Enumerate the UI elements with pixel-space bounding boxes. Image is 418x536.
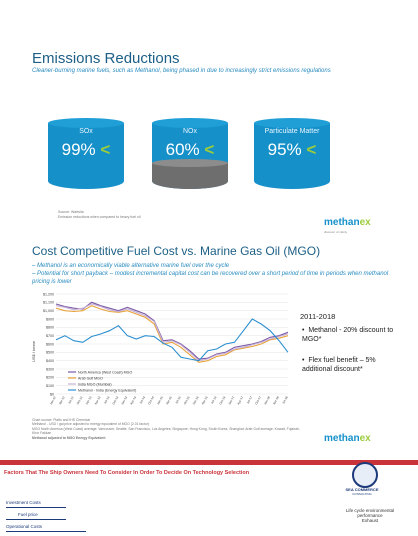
x-tick-label: Apr-15 [165, 395, 173, 405]
methanex-logo-2: methanex [324, 433, 371, 444]
sox-label: SOx [79, 128, 93, 135]
banner-bar [0, 460, 418, 465]
slide2-bullets: – Methanol is an economically viable alt… [32, 263, 389, 285]
y-tick-label: $100 [46, 384, 54, 388]
pm-label: Particulate Matter [264, 128, 320, 135]
pm-value: 95% < [267, 140, 317, 159]
x-tick-label: Jul-16 [210, 395, 218, 404]
x-tick-label: Apr-13 [94, 395, 102, 405]
legend-entry: Arab Gulf MGO [78, 376, 103, 380]
y-tick-label: $900 [46, 317, 54, 321]
pm-cylinder: Particulate Matter 95% < [254, 118, 330, 194]
slide2-footer: Chart source: Platts and IHS Chemical Me… [32, 418, 300, 440]
y-tick-label: $800 [46, 326, 54, 330]
side-bullet-2: • Flex fuel benefit – 5% additional disc… [302, 357, 376, 373]
lifecycle-label: Life cycle environmental performance Exh… [345, 508, 395, 523]
x-tick-label: Jul-12 [67, 395, 75, 404]
y-axis-label: US$ / tonne [31, 340, 36, 362]
sox-cylinder: SOx 99% < [48, 118, 124, 194]
series-line [55, 318, 289, 362]
x-tick-label: Jan-17 [227, 395, 235, 405]
methanex-logo: methanex discover of clarity [324, 217, 371, 234]
x-tick-label: Oct-16 [218, 395, 226, 405]
sea-commerce-logo-icon [352, 462, 378, 488]
legend-entry: North America (West Coast) MGO [78, 370, 132, 374]
slide1-subtitle: Cleaner-burning marine fuels, such as Me… [32, 68, 331, 74]
cost-fuel: Fuel price [18, 512, 38, 517]
slide2-title: Cost Competitive Fuel Cost vs. Marine Ga… [32, 244, 321, 258]
y-tick-label: $1,000 [43, 309, 54, 313]
period-title: 2011-2018 [300, 312, 336, 321]
chevron-left-icon: < [100, 140, 111, 159]
x-tick-label: Jan-18 [263, 395, 271, 405]
nox-cylinder: NOx 60% < [152, 118, 228, 194]
y-tick-label: $600 [46, 342, 54, 346]
x-tick-label: Jul-13 [103, 395, 111, 404]
cost-operational: Operational Costs [6, 524, 43, 529]
fuel-cost-chart: $0 $100 $200 $300 $400 $500 $600 $700 $800 $900 $1… [31, 292, 289, 405]
x-tick-label: Apr-12 [58, 395, 66, 405]
legend-entry: Methanol - India (Energy Equivalent) [78, 388, 136, 392]
x-tick-label: Oct-13 [111, 395, 119, 405]
x-tick-label: Jan-15 [156, 395, 164, 405]
cost-investment: Investment Costs [6, 500, 41, 505]
y-tick-label: $1,100 [43, 301, 54, 305]
slide1-source: Source: Wartsila Emission reductions whe… [58, 210, 141, 219]
slide1-title: Emissions Reductions [32, 50, 180, 67]
nox-label: NOx [183, 128, 197, 135]
y-tick-label: $400 [46, 359, 54, 363]
series-line [55, 301, 289, 360]
x-tick-label: Apr-16 [201, 395, 209, 405]
nox-value: 60% < [165, 140, 215, 159]
series-line [55, 305, 289, 363]
chevron-left-icon: < [306, 140, 317, 159]
x-tick-label: Jan-12 [49, 395, 57, 405]
x-tick-label: Apr-14 [129, 395, 137, 405]
x-tick-label: Apr-18 [272, 395, 280, 405]
x-tick-label: Jan-16 [192, 395, 200, 405]
y-tick-label: $200 [46, 376, 54, 380]
y-tick-label: $1,200 [43, 292, 54, 296]
x-tick-label: Jan-13 [85, 395, 93, 405]
sox-value: 99% < [61, 140, 111, 159]
y-tick-label: $700 [46, 334, 54, 338]
y-tick-label: $300 [46, 367, 54, 371]
company-name: SEA COMMERCE CONSULTING [345, 487, 379, 496]
x-tick-label: Jul-14 [139, 395, 147, 404]
y-tick-label: $0 [50, 392, 54, 396]
x-tick-label: Jul-18 [281, 395, 289, 404]
x-tick-label: Jan-14 [120, 395, 128, 405]
x-tick-label: Oct-15 [183, 395, 191, 405]
x-tick-label: Oct-17 [254, 395, 262, 405]
legend-entry: India MGO (Mumbai) [78, 382, 112, 386]
x-tick-label: Jul-15 [174, 395, 182, 404]
x-tick-label: Oct-14 [147, 395, 155, 405]
series-line [55, 303, 289, 362]
chevron-left-icon: < [204, 140, 215, 159]
y-tick-label: $500 [46, 351, 54, 355]
side-bullet-1: • Methanol - 20% discount to MGO* [302, 327, 394, 343]
slide3-title: Factors That The Ship Owners Need To Con… [4, 470, 250, 476]
x-tick-label: Jul-17 [246, 395, 254, 404]
x-tick-label: Oct-12 [76, 395, 84, 405]
x-tick-label: Apr-17 [236, 395, 244, 405]
